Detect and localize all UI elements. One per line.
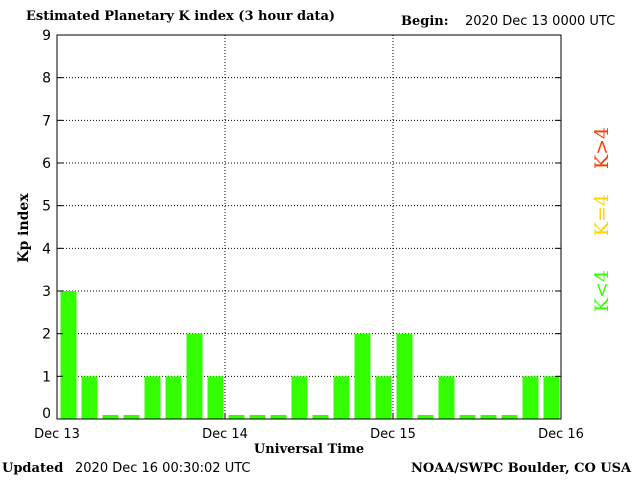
kp-bar — [60, 291, 77, 419]
y-tick-label: 9 — [42, 28, 51, 44]
kp-bar — [312, 415, 329, 419]
kp-bar — [291, 376, 308, 419]
y-axis-label: Kp index — [16, 193, 32, 263]
begin-label: Begin: — [401, 14, 449, 29]
y-tick-label: 6 — [42, 156, 51, 172]
kp-bar — [81, 376, 98, 419]
credit-line: NOAA/SWPC Boulder, CO USA — [411, 461, 632, 476]
kp-bar — [207, 376, 224, 419]
x-tick-label: Dec 16 — [538, 427, 584, 442]
kp-bar — [249, 415, 266, 419]
kp-bar — [354, 333, 371, 419]
legend-k-less-4: K<4 — [591, 270, 613, 312]
kp-bar — [102, 415, 119, 419]
y-tick-label: 0 — [42, 406, 51, 422]
bars-layer — [60, 291, 560, 419]
kp-bar — [186, 333, 203, 419]
chart-title: Estimated Planetary K index (3 hour data… — [26, 9, 336, 24]
y-tick-label: 5 — [42, 199, 51, 215]
kp-bar — [165, 376, 182, 419]
legend-k-equal-4: K=4 — [591, 194, 613, 236]
x-axis-label: Universal Time — [254, 442, 364, 457]
y-tick-label: 4 — [42, 241, 51, 257]
kp-bar — [417, 415, 434, 419]
kp-bar — [543, 376, 560, 419]
legend-k-greater-4: K>4 — [591, 127, 613, 169]
y-tick-label: 8 — [42, 71, 51, 87]
y-tick-label: 1 — [42, 369, 51, 385]
kp-bar — [480, 415, 497, 419]
begin-value: 2020 Dec 13 0000 UTC — [465, 14, 616, 29]
kp-bar — [438, 376, 455, 419]
updated-timestamp: 2020 Dec 16 00:30:02 UTC — [75, 461, 251, 476]
x-tick-label: Dec 15 — [370, 427, 416, 442]
y-tick-label: 3 — [42, 284, 51, 300]
x-tick-label: Dec 13 — [34, 427, 80, 442]
kp-bar — [396, 333, 413, 419]
grid-layer — [57, 35, 561, 419]
kp-bar — [459, 415, 476, 419]
kp-bar — [375, 376, 392, 419]
kp-bar — [123, 415, 140, 419]
y-tick-label: 7 — [42, 113, 51, 129]
kp-bar — [333, 376, 350, 419]
kp-bar — [228, 415, 245, 419]
x-tick-label: Dec 14 — [202, 427, 248, 442]
plot-frame — [56, 34, 562, 420]
kp-bar — [270, 415, 287, 419]
updated-label: Updated — [2, 461, 64, 476]
kp-bar — [501, 415, 518, 419]
y-tick-label: 2 — [42, 327, 51, 343]
ticks-layer: 0 1 2 3 4 5 6 7 8 9 Dec 13 Dec 14 Dec 15 Dec 16 — [34, 28, 584, 442]
kp-bar — [144, 376, 161, 419]
kp-bar — [522, 376, 539, 419]
